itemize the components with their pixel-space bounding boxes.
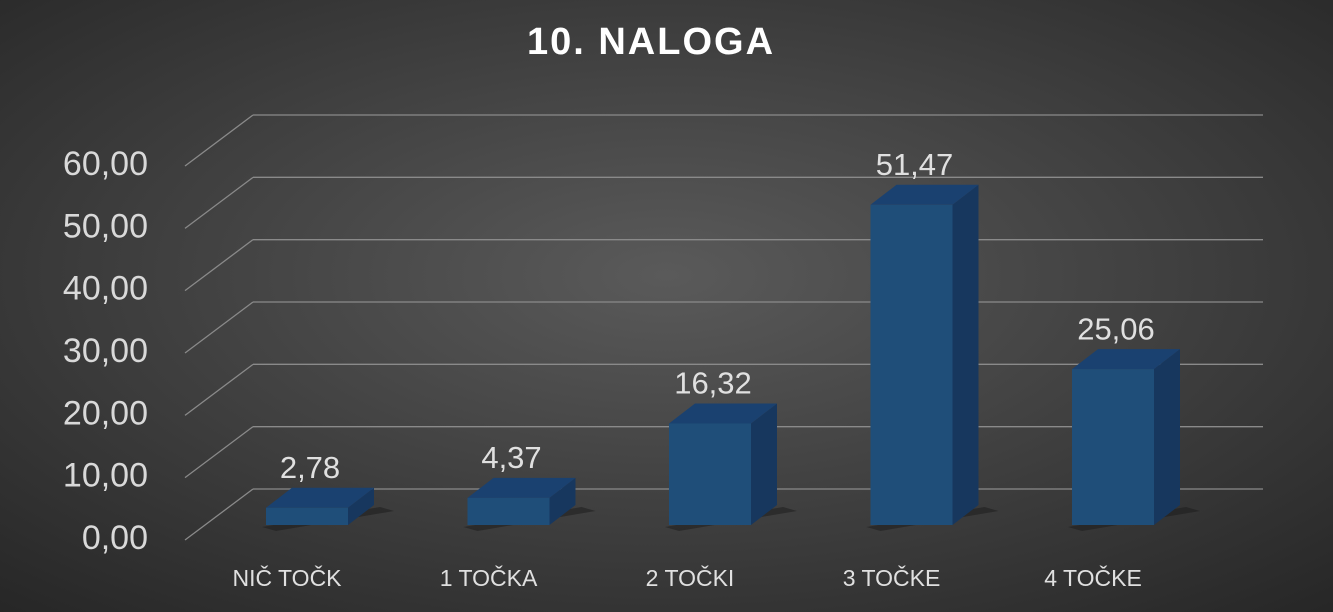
bar-side bbox=[1154, 349, 1180, 525]
y-tick-label: 60,00 bbox=[63, 145, 148, 183]
grid-line bbox=[184, 239, 254, 292]
bar-side bbox=[549, 477, 576, 525]
chart-title: 10. NALOGA bbox=[527, 21, 775, 63]
data-label: 51,47 bbox=[876, 147, 954, 182]
x-tick-label: 1 TOČKA bbox=[440, 564, 538, 591]
data-label: 25,06 bbox=[1077, 311, 1155, 346]
x-tick-label: 4 TOČKE bbox=[1044, 564, 1142, 591]
bar-side bbox=[952, 184, 979, 525]
bar-top bbox=[1072, 349, 1180, 370]
y-tick-label: 40,00 bbox=[63, 270, 148, 308]
y-tick-label: 50,00 bbox=[63, 207, 148, 245]
grid-line bbox=[184, 488, 254, 541]
bar bbox=[870, 204, 953, 525]
bar-top bbox=[467, 477, 576, 498]
grid-line bbox=[184, 363, 254, 416]
bar bbox=[266, 507, 348, 525]
y-tick-label: 20,00 bbox=[63, 394, 148, 432]
bar-top bbox=[870, 184, 979, 205]
grid-line bbox=[184, 426, 254, 479]
x-tick-label: NIČ TOČK bbox=[232, 564, 342, 591]
bar-top bbox=[669, 403, 777, 424]
y-tick-label: 30,00 bbox=[63, 332, 148, 370]
grid-line bbox=[184, 301, 254, 354]
bar-top bbox=[266, 487, 374, 508]
bar bbox=[1072, 369, 1154, 525]
bar bbox=[669, 423, 751, 525]
grid-line bbox=[184, 176, 254, 229]
data-label: 4,37 bbox=[481, 440, 541, 475]
y-tick-label: 10,00 bbox=[63, 457, 148, 495]
x-tick-label: 3 TOČKE bbox=[843, 564, 941, 591]
y-tick-label: 0,00 bbox=[82, 519, 148, 557]
bar-side bbox=[348, 487, 374, 525]
grid-line bbox=[184, 114, 254, 167]
data-label: 16,32 bbox=[674, 366, 752, 401]
x-tick-label: 2 TOČKI bbox=[646, 564, 735, 591]
data-label: 2,78 bbox=[280, 450, 340, 485]
bar-side bbox=[751, 403, 777, 525]
bar bbox=[467, 497, 550, 525]
